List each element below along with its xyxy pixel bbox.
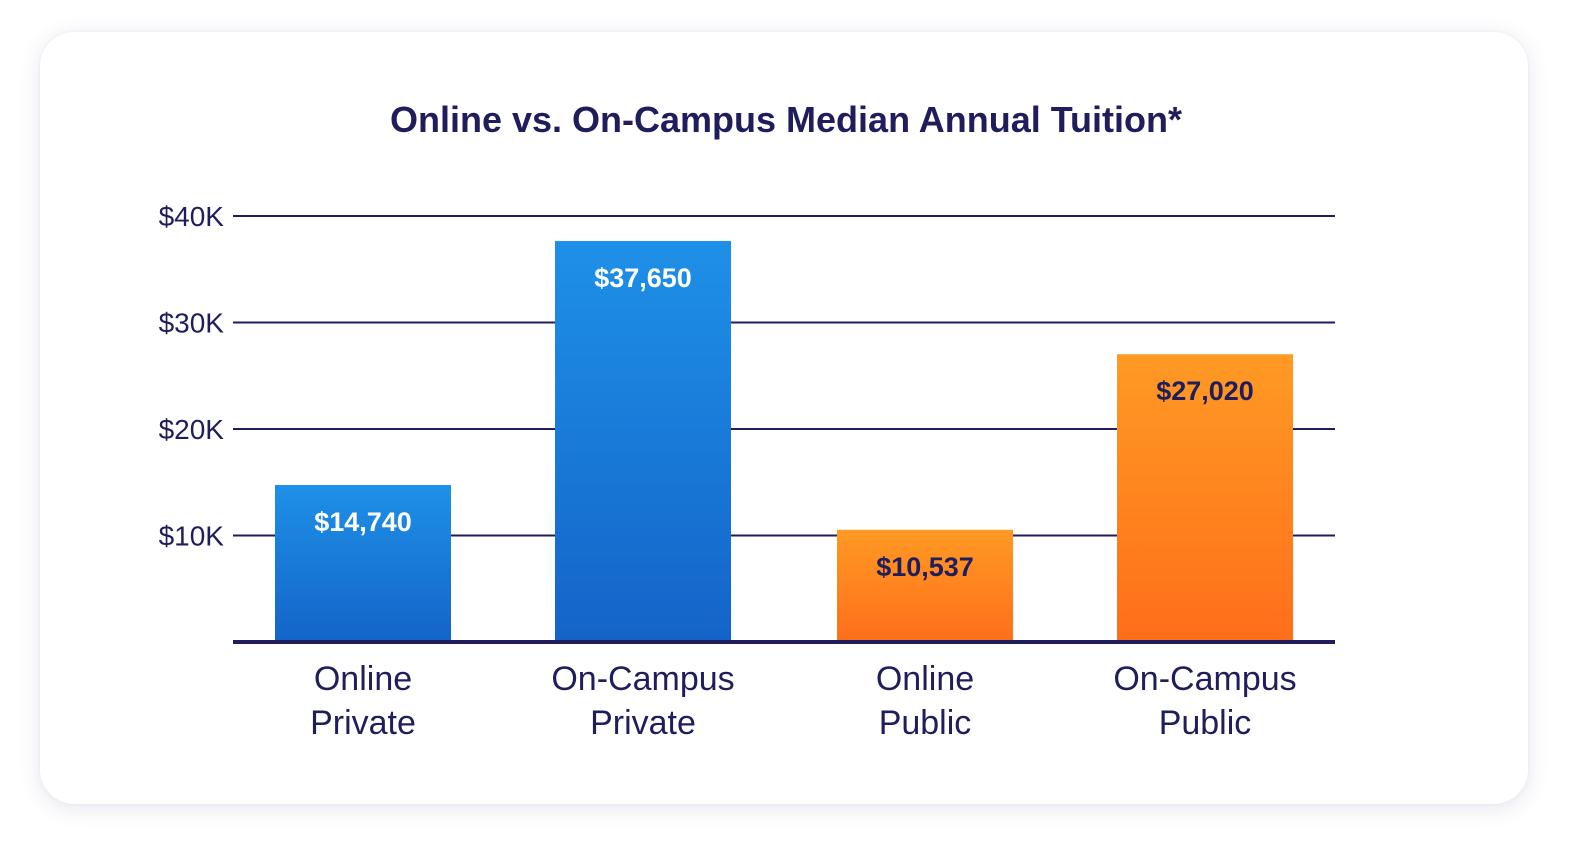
x-category-label: On-Campus [551, 660, 734, 698]
bar-2 [837, 529, 1013, 642]
y-tick-label: $30K [159, 308, 225, 339]
chart-title: Online vs. On-Campus Median Annual Tuiti… [390, 99, 1182, 140]
y-tick-label: $10K [159, 521, 225, 552]
bar-value-label: $27,020 [1156, 376, 1254, 406]
value-labels: $14,740 $37,650 $10,537 $27,020 [314, 263, 1254, 582]
x-category-label: Online [876, 660, 974, 698]
bars [275, 241, 1293, 642]
bar-value-label: $10,537 [876, 552, 974, 582]
y-axis-ticks: $10K $20K $30K $40K [159, 201, 225, 552]
x-category-label: Private [310, 704, 416, 742]
x-axis-labels: Online Private On-Campus Private Online Publi… [310, 660, 1297, 742]
bar-value-label: $37,650 [594, 263, 692, 293]
x-category-label: Private [590, 704, 696, 742]
bar-0 [275, 485, 451, 642]
y-tick-label: $40K [159, 201, 225, 232]
bar-value-label: $14,740 [314, 507, 412, 537]
x-category-label: Public [1159, 704, 1252, 742]
x-category-label: On-Campus [1113, 660, 1296, 698]
y-tick-label: $20K [159, 414, 225, 445]
bar-1 [555, 241, 731, 642]
bar-3 [1117, 354, 1293, 642]
x-category-label: Online [314, 660, 412, 698]
x-category-label: Public [879, 704, 972, 742]
